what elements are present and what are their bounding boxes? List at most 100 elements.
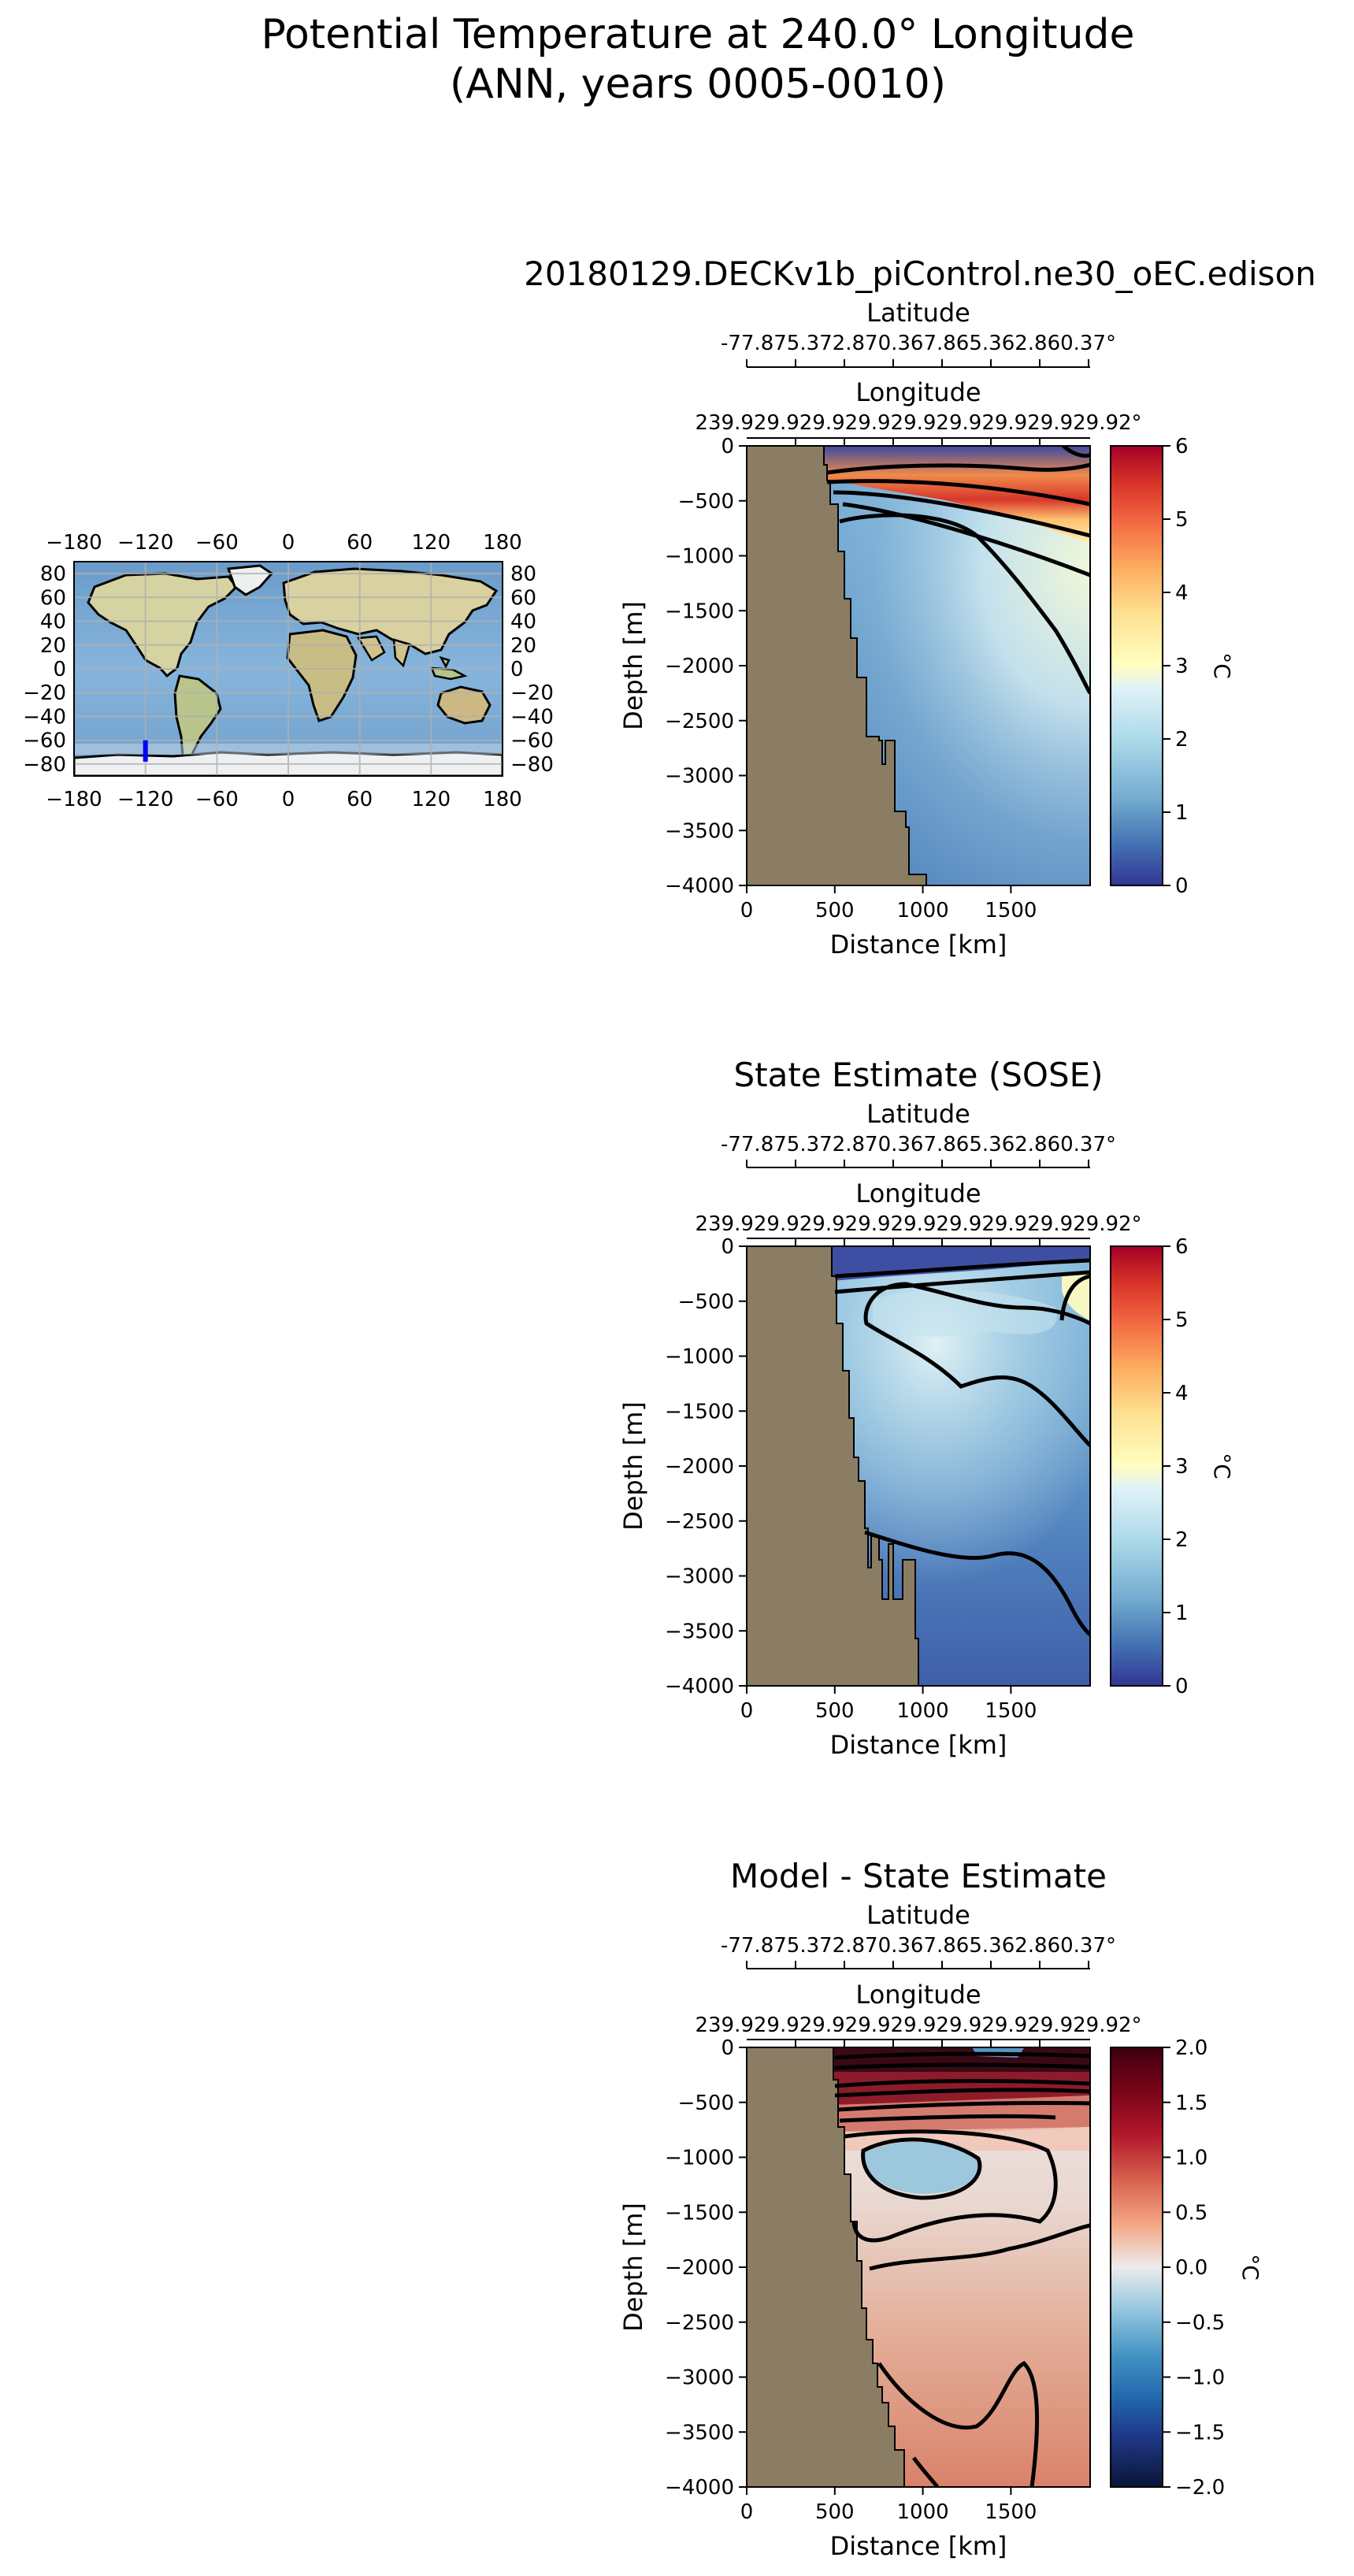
panel-title: State Estimate (SOSE) <box>733 1056 1103 1094</box>
colorbar-tick-label: 6 <box>1175 435 1189 458</box>
colorbar-tick-label: 0 <box>1175 1675 1189 1698</box>
y-tick-label: 0 <box>721 2036 734 2060</box>
map-x-tick-label: −180 <box>46 788 102 811</box>
y-tick-label: −2500 <box>665 2311 734 2335</box>
x-axis-label: Distance [km] <box>830 930 1007 960</box>
y-tick-label: −4000 <box>665 874 734 898</box>
locator-map: −180 −120 −60 0 60 120 180 −180 −120 −60 0 60 120 18… <box>23 531 554 811</box>
y-axis-label: Depth [m] <box>618 2203 648 2332</box>
colorbar-tick-label: 1 <box>1175 1602 1189 1625</box>
axes: 0 500 1000 1500 0 −500 −1000 −1500 −2000 −2500 −30… <box>665 2036 1037 2524</box>
contours <box>834 1258 1090 1636</box>
y-tick-label: −3000 <box>665 2366 734 2390</box>
map-x-tick-label: 60 <box>347 788 373 811</box>
colorbar-tick-label: 6 <box>1175 1235 1189 1259</box>
x-tick-label: 1500 <box>985 2500 1037 2524</box>
x-tick-label: 0 <box>740 1699 754 1723</box>
panel-model: 20180129.DECKv1b_piControl.ne30_oEC.edis… <box>524 254 1316 960</box>
top-axis-latitude-label: Latitude <box>866 1900 970 1930</box>
top-axis-longitude-ticks: 239.929.929.929.929.929.929.929.929.92° <box>695 2014 1141 2037</box>
y-tick-label: −2000 <box>665 1455 734 1479</box>
seafloor-land <box>747 2047 905 2487</box>
top-axis-longitude-label: Longitude <box>855 377 981 407</box>
colorbar-tick-label: 0.5 <box>1175 2201 1207 2225</box>
y-tick-label: −3000 <box>665 765 734 789</box>
map-y-tick-label: 20 <box>510 634 536 658</box>
axes: 0 500 1000 1500 0 −500 −1000 −1500 −2000 −2500 −30… <box>665 435 1037 922</box>
map-x-ticks-top: −180 −120 −60 0 60 120 180 <box>46 531 522 555</box>
map-x-tick-label: 120 <box>412 531 451 555</box>
colorbar-tick-label: 4 <box>1175 581 1189 605</box>
colorbar-tick-label: 1 <box>1175 801 1189 825</box>
colorbar-tick-label: 2 <box>1175 1528 1189 1552</box>
panel-title: 20180129.DECKv1b_piControl.ne30_oEC.edis… <box>524 254 1316 293</box>
x-tick-label: 1500 <box>985 899 1037 922</box>
map-y-tick-label: −60 <box>510 729 554 753</box>
map-x-tick-label: −60 <box>195 531 239 555</box>
y-axis-label: Depth [m] <box>618 1401 648 1531</box>
map-y-tick-label: −80 <box>23 753 66 777</box>
map-y-tick-label: 80 <box>40 562 66 586</box>
top-axis-longitude-ticks: 239.929.929.929.929.929.929.929.929.92° <box>695 1212 1141 1236</box>
seafloor-land <box>747 1246 919 1686</box>
figure-title-line1: Potential Temperature at 240.0° Longitud… <box>261 11 1134 58</box>
map-y-tick-label: 80 <box>510 562 536 586</box>
map-y-tick-label: 60 <box>40 586 66 610</box>
y-tick-label: −1000 <box>665 2147 734 2170</box>
y-tick-label: 0 <box>721 1235 734 1259</box>
y-tick-label: −1500 <box>665 599 734 623</box>
map-x-ticks-bottom: −180 −120 −60 0 60 120 180 <box>46 788 522 811</box>
y-tick-label: −2000 <box>665 2256 734 2280</box>
map-y-tick-label: −60 <box>23 729 66 753</box>
y-tick-label: −1500 <box>665 2201 734 2225</box>
colorbar-ticks: 0 1 2 3 4 5 6 <box>1163 435 1189 898</box>
y-tick-label: −2500 <box>665 710 734 733</box>
map-x-tick-label: 120 <box>412 788 451 811</box>
map-x-tick-label: −120 <box>117 531 173 555</box>
map-y-tick-label: 40 <box>510 611 536 634</box>
map-y-tick-label: 0 <box>510 658 524 681</box>
top-axis-latitude-ticks: -77.875.372.870.367.865.362.860.37° <box>721 1934 1116 1958</box>
y-tick-label: −4000 <box>665 2476 734 2500</box>
colorbar-tick-label: −1.0 <box>1175 2366 1225 2390</box>
colorbar <box>1110 445 1163 886</box>
x-tick-label: 500 <box>815 1699 855 1723</box>
x-tick-label: 0 <box>740 899 754 922</box>
y-tick-label: −2500 <box>665 1510 734 1534</box>
y-tick-label: −3500 <box>665 819 734 843</box>
top-axis-latitude-ticks: -77.875.372.870.367.865.362.860.37° <box>721 332 1116 355</box>
colorbar-label: °C <box>1209 652 1235 679</box>
x-tick-label: 0 <box>740 2500 754 2524</box>
map-x-tick-label: 0 <box>282 531 295 555</box>
y-tick-label: −1000 <box>665 545 734 569</box>
map-y-tick-label: 0 <box>53 658 66 681</box>
map-x-tick-label: 60 <box>347 531 373 555</box>
map-y-tick-label: −40 <box>510 705 554 729</box>
colorbar-tick-label: 0 <box>1175 874 1189 898</box>
y-tick-label: −2000 <box>665 655 734 678</box>
x-tick-label: 1000 <box>897 1699 949 1723</box>
axes: 0 500 1000 1500 0 −500 −1000 −1500 −2000 −2500 −30… <box>665 1235 1037 1723</box>
x-tick-label: 1000 <box>897 899 949 922</box>
map-x-tick-label: −180 <box>46 531 102 555</box>
panel-title: Model - State Estimate <box>730 1857 1107 1895</box>
map-y-tick-label: 20 <box>40 634 66 658</box>
colorbar-tick-label: 4 <box>1175 1382 1189 1405</box>
figure-title-line2: (ANN, years 0005-0010) <box>450 61 946 108</box>
colorbar-tick-label: −0.5 <box>1175 2311 1225 2335</box>
top-axis-longitude-ticks: 239.929.929.929.929.929.929.929.929.92° <box>695 411 1141 435</box>
colorbar-tick-label: 1.5 <box>1175 2092 1207 2115</box>
y-tick-label: −3500 <box>665 1620 734 1643</box>
y-tick-label: −3500 <box>665 2421 734 2444</box>
map-y-tick-label: −20 <box>510 681 554 705</box>
map-x-tick-label: 0 <box>282 788 295 811</box>
x-tick-label: 1000 <box>897 2500 949 2524</box>
contours <box>834 2051 1090 2487</box>
y-tick-label: −500 <box>678 490 734 514</box>
x-tick-label: 1500 <box>985 1699 1037 1723</box>
colorbar-tick-label: 2.0 <box>1175 2036 1207 2060</box>
top-axis-longitude-label: Longitude <box>855 1980 981 2010</box>
